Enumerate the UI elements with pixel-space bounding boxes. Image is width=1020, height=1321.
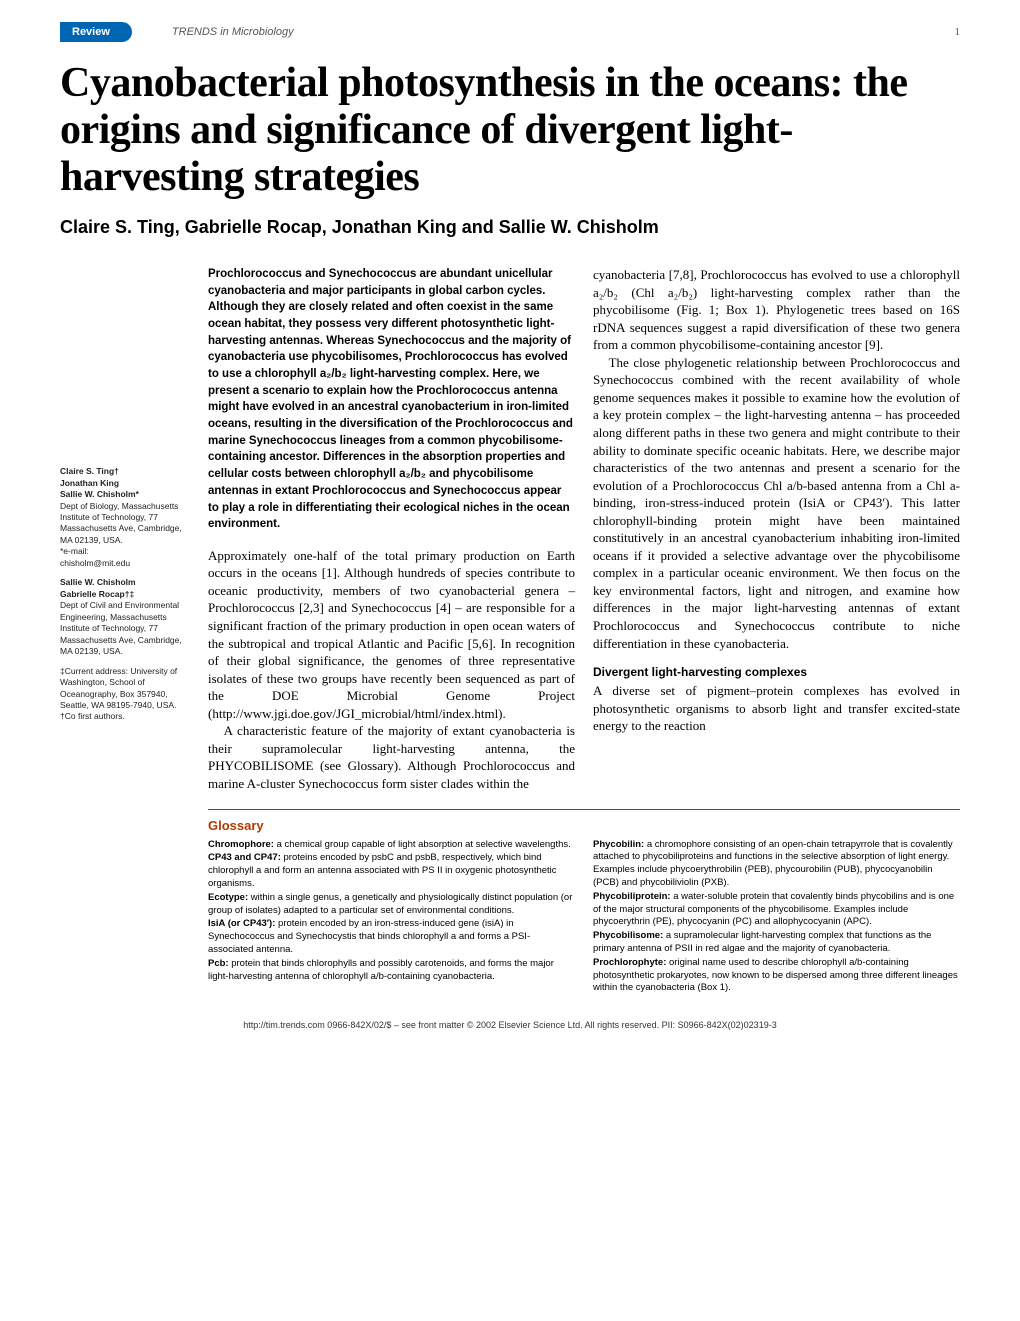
glossary-term: Chromophore: <box>208 839 274 850</box>
header-bar: Review TRENDS in Microbiology 1 <box>60 22 960 42</box>
affil2-addr: Dept of Civil and Environmental Engineer… <box>60 600 182 656</box>
body-right-p3: A diverse set of pigment–protein complex… <box>593 682 960 735</box>
glossary-col-left: Chromophore: a chemical group capable of… <box>208 839 575 997</box>
body-right-p1: cyanobacteria [7,8], Prochlorococcus has… <box>593 266 960 354</box>
article-title: Cyanobacterial photosynthesis in the oce… <box>60 60 960 201</box>
glossary-col-right: Phycobilin: a chromophore consisting of … <box>593 839 960 997</box>
page-number: 1 <box>955 26 961 38</box>
body-right-p2: The close phylogenetic relationship betw… <box>593 354 960 652</box>
author-list: Claire S. Ting, Gabrielle Rocap, Jonatha… <box>60 217 960 238</box>
glossary-box: Glossary Chromophore: a chemical group c… <box>208 809 960 997</box>
glossary-term: Pcb: <box>208 958 229 969</box>
affiliation-sidebar: Claire S. Ting† Jonathan King Sallie W. … <box>60 266 190 792</box>
abstract: Prochlorococcus and Synechococcus are ab… <box>208 266 575 533</box>
body-right: cyanobacteria [7,8], Prochlorococcus has… <box>593 266 960 735</box>
affil1-email-label: *e-mail: <box>60 546 89 556</box>
glossary-term: Prochlorophyte: <box>593 957 666 968</box>
footer-line: http://tim.trends.com 0966-842X/02/$ – s… <box>60 1020 960 1030</box>
glossary-term: Phycobiliprotein: <box>593 891 671 902</box>
body-mid-p2: A characteristic feature of the majority… <box>208 722 575 792</box>
glossary-definition: a chemical group capable of light absorp… <box>274 839 571 850</box>
affil3: ‡Current address: University of Washingt… <box>60 666 190 723</box>
body-mid: Approximately one-half of the total prim… <box>208 547 575 793</box>
body-mid-p1: Approximately one-half of the total prim… <box>208 547 575 722</box>
glossary-term: Ecotype: <box>208 892 248 903</box>
affil1-names: Claire S. Ting† Jonathan King Sallie W. … <box>60 466 139 499</box>
glossary-definition: protein that binds chlorophylls and poss… <box>208 958 554 982</box>
affil1-addr: Dept of Biology, Massachusetts Institute… <box>60 501 182 545</box>
affil1-email: chisholm@mit.edu <box>60 558 130 568</box>
glossary-title: Glossary <box>208 818 960 833</box>
affil2-names: Sallie W. Chisholm Gabrielle Rocap†‡ <box>60 577 136 598</box>
glossary-term: Phycobilisome: <box>593 930 663 941</box>
glossary-definition: within a single genus, a genetically and… <box>208 892 572 916</box>
glossary-definition: a chromophore consisting of an open-chai… <box>593 839 953 888</box>
glossary-term: IsiA (or CP43′): <box>208 918 275 929</box>
section-pill: Review <box>60 22 132 42</box>
glossary-term: Phycobilin: <box>593 839 644 850</box>
section-heading-divergent: Divergent light-harvesting complexes <box>593 664 960 680</box>
glossary-term: CP43 and CP47: <box>208 852 281 863</box>
journal-name: TRENDS in Microbiology <box>172 26 294 38</box>
